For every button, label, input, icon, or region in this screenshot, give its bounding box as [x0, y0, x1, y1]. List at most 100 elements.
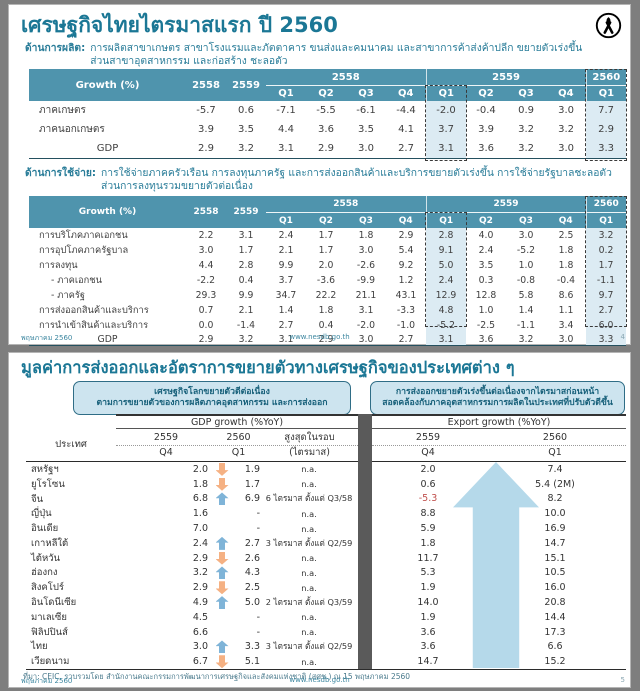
record-value: n.a. — [301, 553, 317, 564]
value-cell: 3.5 — [238, 124, 254, 135]
country-name: ญี่ปุ่น — [31, 508, 52, 520]
table-row: การส่งออกสินค้าและบริการ 0.7 2.1 1.4 1.8 3.1 -… — [29, 303, 626, 318]
gdp-q4-value: 6.6 — [192, 626, 208, 638]
country-name: ยูโรโซน — [31, 478, 65, 490]
gdp-q4-value: 4.9 — [192, 597, 208, 609]
export-q4-value: 2.0 — [420, 463, 436, 475]
value-cell: 2.9 — [186, 333, 226, 346]
group-2560-header: 2560 — [585, 196, 626, 213]
gdp-q4-value: 2.4 — [192, 537, 208, 549]
country-table-header: GDP growth (%YoY) Export growth (%YoY) ป… — [26, 414, 626, 462]
country-rows: สหรัฐฯ 2.0 1.9 n.a. 2.0 7.4 ยูโรโซน 1.8 1.7 n.a. 0… — [26, 462, 626, 671]
value-cell: -2.0 — [426, 101, 467, 120]
trend-up-arrow-icon — [215, 596, 229, 610]
value-cell: 8.6 — [558, 290, 574, 301]
group-2559-header: 2559 — [425, 69, 587, 86]
country-name: อินเดีย — [31, 523, 59, 535]
year-2559-header: 2559 — [226, 69, 266, 101]
gdp-q1-value: 5.1 — [244, 656, 260, 668]
value-cell: 3.1 — [266, 333, 306, 346]
value-cell: 2.7 — [586, 303, 626, 318]
value-cell: -1.1 — [586, 273, 626, 288]
value-cell: 9.7 — [586, 288, 626, 303]
country-name: ไทย — [31, 641, 48, 653]
gdp-growth-group-header: GDP growth (%YoY) — [116, 414, 358, 429]
gdp-q4-value: 2.0 — [192, 463, 208, 475]
divider-dotted — [372, 445, 626, 446]
gdp-q1-value: 2.7 — [244, 537, 260, 549]
trend-cell — [211, 640, 233, 654]
value-cell: 3.2 — [226, 333, 266, 346]
export-q4-value: 3.6 — [420, 641, 436, 653]
record-header: สูงสุดในรอบ — [284, 432, 335, 443]
record-value: n.a. — [301, 656, 317, 667]
value-cell: 2.8 — [238, 260, 254, 271]
value-cell: 3.0 — [346, 333, 386, 346]
trend-cell — [211, 536, 233, 550]
footer-url: www.nesdb.go.th — [289, 676, 350, 684]
country-row: ยูโรโซน 1.8 1.7 n.a. 0.6 5.4 (2M) — [26, 477, 626, 492]
value-cell: 2.2 — [198, 230, 214, 241]
value-cell: 1.4 — [518, 305, 534, 316]
value-cell: -0.4 — [556, 275, 576, 286]
value-cell: 7.7 — [586, 101, 627, 120]
value-cell: 3.5 — [478, 260, 494, 271]
table-header-years: Growth (%) 2558 2559 2558 2559 2560 — [29, 69, 627, 101]
quarter-header: Q3 — [346, 212, 386, 228]
value-cell: 9.9 — [238, 290, 254, 301]
value-cell: 3.2 — [506, 333, 546, 346]
gdp-q1-value: - — [256, 523, 260, 535]
value-cell: 0.4 — [318, 320, 334, 331]
export-q1-value: 14.7 — [544, 537, 566, 549]
gdp-q1-value: - — [256, 626, 260, 638]
trend-down-arrow-icon — [215, 581, 229, 595]
value-cell: 3.4 — [558, 320, 574, 331]
value-cell: -1.1 — [516, 320, 536, 331]
value-cell: 2.9 — [306, 139, 346, 159]
trend-down-arrow-icon — [215, 462, 229, 476]
value-cell: 1.4 — [278, 305, 294, 316]
value-cell: 3.1 — [266, 139, 306, 159]
export-q4-value: 1.9 — [420, 582, 436, 594]
slide-export-gdp-growth: มูลค่าการส่งออกและอัตราการขยายตัวทางเศรษ… — [8, 352, 631, 688]
gdp-q1-value: 3.3 — [244, 641, 260, 653]
export-q4-value: 0.6 — [420, 478, 436, 490]
country-name: ฟิลิปปินส์ — [31, 626, 68, 638]
value-cell: -9.9 — [356, 275, 376, 286]
value-cell: 0.7 — [198, 305, 214, 316]
mourning-ribbon-icon — [595, 12, 622, 39]
value-cell: 2.9 — [398, 230, 414, 241]
country-row: อินโดนีเซีย 4.9 5.0 2 ไตรมาส ตั้งแต่ Q3/59 1… — [26, 595, 626, 610]
production-summary-note: ด้านการผลิต: การผลิตสาขาเกษตร สาขาโรงแรม… — [25, 42, 620, 68]
country-row: ฟิลิปปินส์ 6.6 - n.a. 3.6 17.3 — [26, 625, 626, 640]
trend-cell — [211, 566, 233, 580]
export-q1-value: 10.5 — [544, 567, 566, 579]
quarter-header: Q1 — [266, 85, 306, 101]
value-cell: 3.6 — [466, 139, 507, 159]
value-cell: 0.9 — [518, 105, 534, 116]
value-cell: 3.5 — [358, 124, 374, 135]
country-row: สหรัฐฯ 2.0 1.9 n.a. 2.0 7.4 — [26, 462, 626, 477]
row-label: - ภาครัฐ — [51, 290, 86, 301]
value-cell: 4.0 — [478, 230, 494, 241]
trend-cell — [211, 551, 233, 565]
country-column-header: ประเทศ — [55, 439, 87, 450]
gdp-q4-value: 1.6 — [192, 508, 208, 520]
table-row: การลงทุน 4.4 2.8 9.9 2.0 -2.6 9.2 5.0 3.5 1.0 1.8 1… — [29, 258, 626, 273]
record-unit-header: (ไตรมาส) — [289, 447, 330, 458]
value-cell: -2.6 — [356, 260, 376, 271]
export-q4-value: 1.8 — [420, 537, 436, 549]
trend-down-arrow-icon — [215, 551, 229, 565]
country-row: มาเลเซีย 4.5 - n.a. 1.9 14.4 — [26, 610, 626, 625]
quarter-header: Q2 — [466, 212, 506, 228]
gdp-q1-value: 1.9 — [244, 463, 260, 475]
value-cell: 4.1 — [398, 124, 414, 135]
gdp-q4-value: 4.5 — [192, 611, 208, 623]
value-cell: 2.7 — [386, 333, 426, 346]
value-cell: 5.8 — [518, 290, 534, 301]
value-cell: 2.0 — [318, 260, 334, 271]
quarter-header: Q4 — [546, 212, 586, 228]
trend-cell — [211, 462, 233, 476]
gdp-q1-value: 1.7 — [244, 478, 260, 490]
